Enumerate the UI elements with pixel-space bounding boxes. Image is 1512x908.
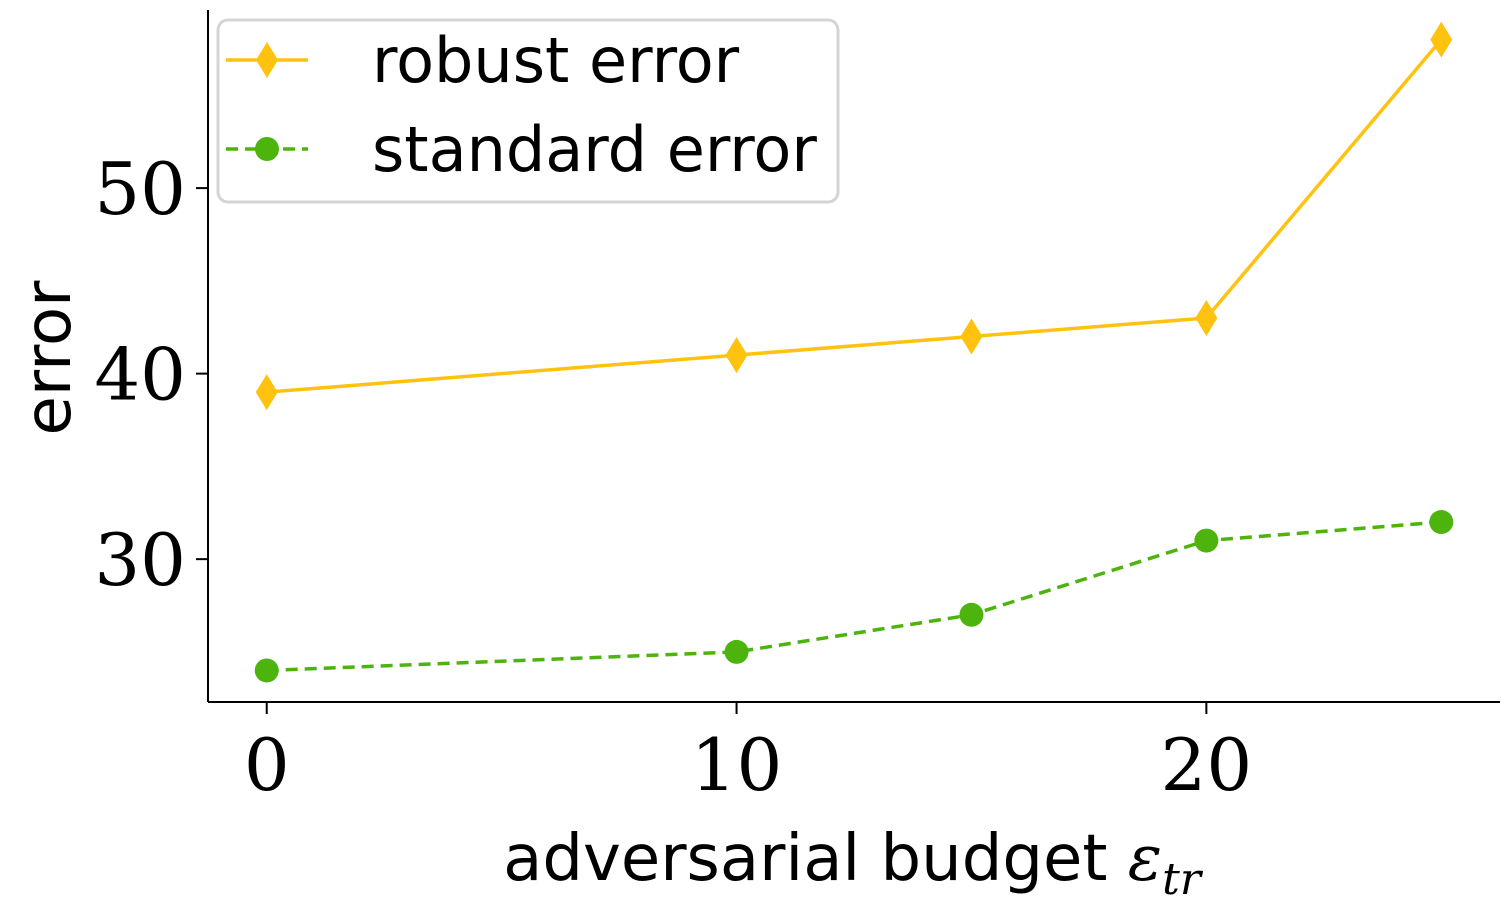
series-standard-error <box>254 510 1454 683</box>
x-tick-label: 20 <box>1161 723 1253 807</box>
series-line-standard-error <box>266 520 1442 673</box>
x-tick-label: 10 <box>691 723 783 807</box>
legend-frame <box>216 18 840 204</box>
legend-marker-standard-error <box>255 137 279 161</box>
legend: robust error standard error <box>216 18 840 204</box>
y-tick-label: 40 <box>94 333 186 417</box>
data-point-robust-error <box>725 337 748 374</box>
data-point-standard-error <box>1429 510 1454 535</box>
data-point-robust-error <box>255 374 278 411</box>
data-point-standard-error <box>254 658 279 683</box>
y-tick-label: 30 <box>94 518 186 602</box>
data-point-standard-error <box>1194 528 1219 553</box>
y-axis-label: error <box>12 280 86 436</box>
axes <box>207 10 1500 703</box>
data-point-standard-error <box>959 602 984 627</box>
y-tick-label: 50 <box>94 147 186 231</box>
data-point-robust-error <box>1430 21 1453 58</box>
legend-items: robust error standard error <box>226 24 817 186</box>
legend-label-robust-error: robust error <box>372 24 740 97</box>
data-point-robust-error <box>1195 299 1218 336</box>
series-robust-error <box>255 21 1453 411</box>
ticks: 0 10 20 30 40 50 <box>94 147 1252 807</box>
legend-label-standard-error: standard error <box>372 113 817 186</box>
legend-marker-robust-error <box>256 42 278 78</box>
data-point-standard-error <box>724 639 749 664</box>
x-axis-label: adversarial budget εtr <box>503 822 1204 905</box>
data-point-robust-error <box>960 318 983 355</box>
x-tick-label: 0 <box>244 723 290 807</box>
series <box>254 21 1454 683</box>
